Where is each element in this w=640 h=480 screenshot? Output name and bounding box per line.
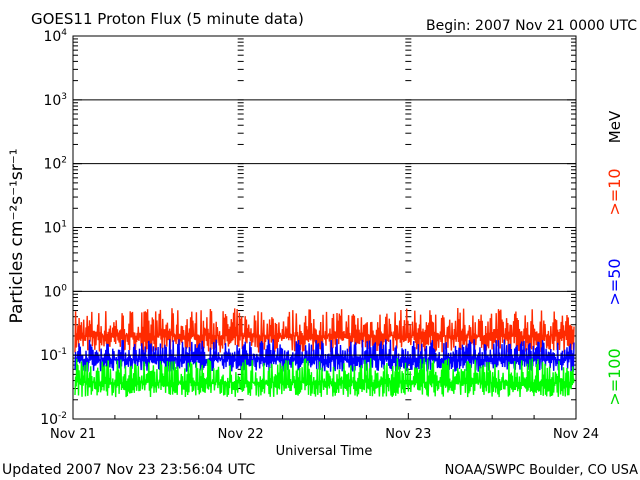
x-tick-label: Nov 22 (218, 427, 264, 442)
noaa-credit: NOAA/SWPC Boulder, CO USA (445, 463, 638, 478)
y-axis-label: Particles cm⁻²s⁻¹sr⁻¹ (7, 148, 27, 323)
legend-ge100: >=100 (605, 348, 624, 405)
y-tick-label: 102 (43, 156, 67, 173)
y-tick-label: 10-2 (40, 411, 67, 428)
x-tick-label: Nov 23 (385, 427, 431, 442)
chart-title: GOES11 Proton Flux (5 minute data) (31, 10, 304, 28)
series-line-ge10 (74, 307, 575, 353)
y-tick-label: 103 (43, 92, 67, 109)
x-axis-label: Universal Time (276, 444, 373, 459)
y-tick-label: 100 (43, 283, 67, 300)
y-tick-label: 101 (43, 220, 67, 237)
series-line-ge50 (74, 339, 575, 372)
x-tick-label: Nov 24 (553, 427, 599, 442)
legend-ge50: >=50 (605, 258, 624, 305)
y-tick-label: 10-1 (40, 347, 67, 364)
legend-ge10: >=10 (605, 168, 624, 215)
y-tick-label: 104 (43, 28, 67, 45)
begin-time-label: Begin: 2007 Nov 21 0000 UTC (426, 18, 637, 34)
legend-unit-mev: MeV (606, 110, 624, 143)
x-tick-label: Nov 21 (50, 427, 96, 442)
plot-area (72, 35, 577, 420)
series-line-ge100 (74, 358, 575, 398)
updated-timestamp: Updated 2007 Nov 23 23:56:04 UTC (2, 462, 255, 478)
